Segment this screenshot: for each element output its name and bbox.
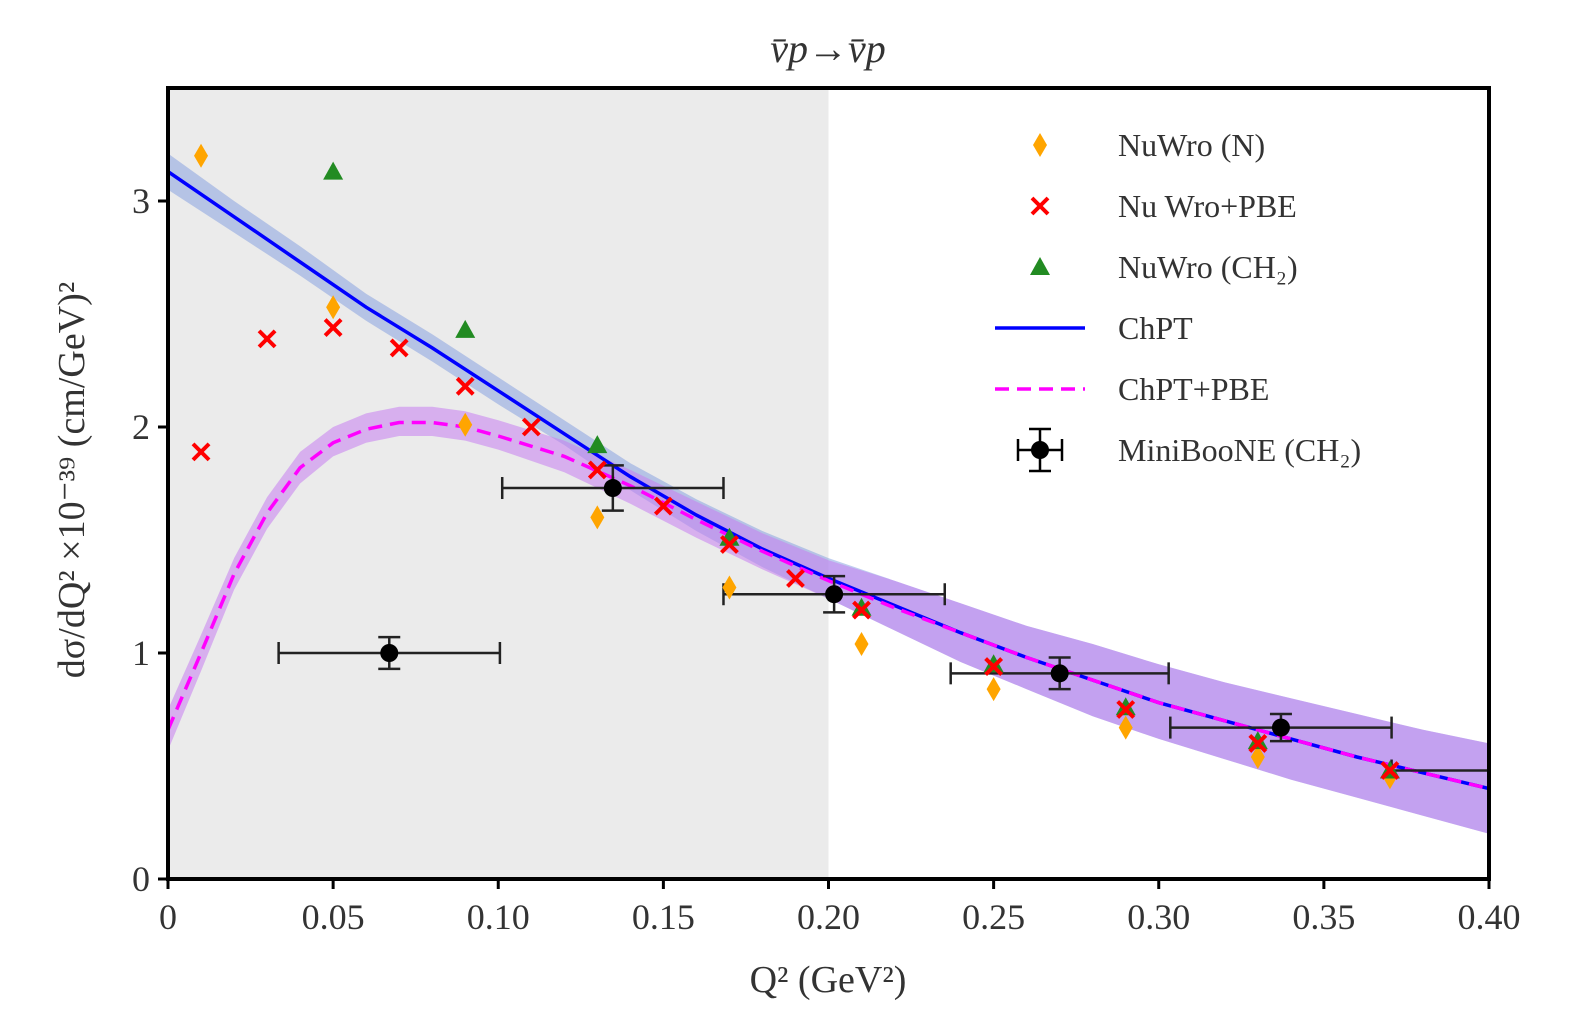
legend-entry: ChPT	[995, 310, 1193, 346]
legend-entry: ChPT+PBE	[995, 371, 1269, 407]
marker-diamond	[458, 412, 473, 437]
line-chpt-pbe	[168, 420, 1489, 791]
uncertainty-bands	[168, 153, 1489, 834]
chart-title: v̄p→v̄p	[770, 26, 886, 71]
x-tick-label: 0.15	[632, 897, 695, 937]
marker-diamond	[722, 575, 737, 600]
marker-x	[1116, 700, 1136, 719]
marker-x	[521, 417, 541, 437]
marker-x	[257, 329, 277, 349]
shaded-region	[168, 88, 829, 879]
x-axis-label: Q² (GeV²)	[750, 959, 907, 1001]
minibooone-point	[500, 464, 725, 512]
marker-diamond	[854, 631, 869, 656]
x-tick-label: 0.05	[302, 897, 365, 937]
legend-label: NuWro (N)	[1118, 127, 1265, 163]
legend-entry: Nu Wro+PBE	[1030, 188, 1297, 224]
legend-label: Nu Wro+PBE	[1118, 188, 1297, 224]
marker-diamond	[194, 143, 209, 168]
x-tick-label: 0.30	[1127, 897, 1190, 937]
legend-swatch	[1033, 133, 1047, 157]
marker-diamond	[590, 505, 605, 530]
legend-swatch	[1030, 257, 1050, 275]
marker-x	[587, 460, 607, 480]
marker-x	[653, 496, 673, 516]
marker-triangle	[323, 161, 344, 180]
x-tick-label: 0.40	[1458, 897, 1521, 937]
marker-x	[1248, 733, 1268, 753]
y-axis-label: dσ/dQ² ×10⁻³⁹ (cm/GeV)²	[51, 282, 93, 678]
y-tick-label: 2	[132, 407, 150, 447]
marker-triangle	[587, 435, 608, 454]
marker-x	[984, 657, 1004, 676]
legend-entry: MiniBooNE (CH₂)	[1016, 427, 1361, 473]
marker-triangle	[455, 319, 476, 338]
y-tick-label: 3	[132, 181, 150, 221]
legend-label: ChPT+PBE	[1118, 371, 1269, 407]
x-tick-label: 0.35	[1292, 897, 1355, 937]
band-chpt-pbe	[168, 406, 1489, 834]
marker-x	[323, 318, 343, 337]
legend-label: MiniBooNE (CH₂)	[1118, 432, 1361, 468]
curves	[168, 170, 1489, 791]
x-tick-label: 0.20	[797, 897, 860, 937]
minibooone-point	[1169, 712, 1393, 743]
marker-x	[389, 338, 409, 358]
x-tick-label: 0	[159, 897, 177, 937]
y-tick-label: 0	[132, 859, 150, 899]
marker-triangle	[983, 654, 1004, 673]
legend-swatch	[1031, 441, 1049, 459]
marker-diamond	[326, 295, 341, 320]
minibooone-point	[277, 635, 502, 671]
legend-entry: NuWro (CH₂)	[1030, 249, 1298, 285]
marker-diamond	[1118, 715, 1133, 740]
legend: NuWro (N) Nu Wro+PBE NuWro (CH₂) ChPT ChPT+P…	[995, 127, 1361, 473]
marker-x	[191, 442, 211, 462]
legend-entry: NuWro (N)	[1033, 127, 1265, 163]
x-tick-label: 0.25	[962, 897, 1025, 937]
marker-x	[852, 600, 871, 620]
scatter-markers	[191, 143, 1400, 790]
legend-label: ChPT	[1118, 310, 1193, 346]
y-axis: 0 1 2 3	[132, 181, 168, 899]
legend-swatch	[1030, 196, 1050, 216]
marker-triangle	[1247, 731, 1268, 750]
x-tick-label: 0.10	[467, 897, 530, 937]
marker-x	[786, 569, 805, 588]
marker-diamond	[1250, 744, 1265, 769]
marker-triangle	[851, 597, 872, 616]
errorbar-points	[277, 464, 1489, 782]
legend-label: NuWro (CH₂)	[1118, 249, 1298, 285]
marker-x	[455, 376, 475, 396]
marker-diamond	[986, 677, 1001, 702]
y-tick-label: 1	[132, 633, 150, 673]
marker-triangle	[1115, 697, 1136, 716]
marker-x	[720, 535, 739, 554]
marker-x	[1380, 761, 1400, 780]
x-axis: 0 0.05 0.10 0.15 0.20 0.25 0.30 0.35 0.40	[159, 879, 1521, 937]
